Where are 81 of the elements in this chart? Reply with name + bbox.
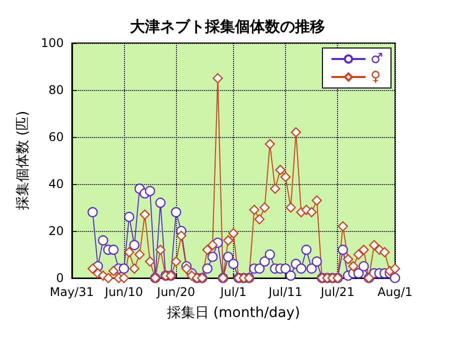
point bbox=[134, 249, 145, 260]
point bbox=[88, 207, 98, 218]
point bbox=[144, 186, 156, 196]
point bbox=[379, 247, 390, 258]
y-tick-label: 100 bbox=[40, 36, 64, 50]
point bbox=[358, 244, 369, 255]
point bbox=[280, 264, 291, 274]
point bbox=[312, 256, 322, 267]
x-tick-label: Jul/1 bbox=[219, 285, 246, 299]
point bbox=[353, 249, 364, 260]
point bbox=[155, 198, 166, 208]
point bbox=[290, 127, 302, 138]
y-tick-label: 60 bbox=[48, 130, 64, 144]
point bbox=[124, 212, 134, 222]
point bbox=[286, 202, 296, 213]
point bbox=[275, 164, 286, 175]
point bbox=[369, 240, 380, 250]
point bbox=[202, 264, 212, 274]
y-tick-label: 40 bbox=[48, 177, 64, 191]
point bbox=[228, 258, 238, 269]
point bbox=[260, 202, 270, 213]
x-tick-label: Jul/21 bbox=[320, 285, 355, 299]
point bbox=[390, 272, 400, 284]
point bbox=[170, 207, 182, 218]
point bbox=[176, 230, 186, 241]
point bbox=[348, 261, 358, 272]
point bbox=[254, 264, 265, 274]
point bbox=[338, 244, 348, 255]
point bbox=[170, 256, 182, 267]
point bbox=[124, 247, 134, 258]
point bbox=[358, 261, 369, 272]
point bbox=[223, 252, 234, 262]
legend-label: ♀ bbox=[370, 69, 381, 85]
point bbox=[301, 244, 312, 255]
x-tick-label: Aug/1 bbox=[377, 285, 413, 299]
point bbox=[118, 272, 130, 284]
x-tick-label: Jul/11 bbox=[268, 285, 302, 299]
point bbox=[108, 244, 119, 255]
point bbox=[108, 266, 119, 276]
legend-label: ♂ bbox=[370, 51, 384, 67]
point bbox=[223, 235, 234, 246]
point bbox=[286, 270, 296, 281]
point bbox=[129, 240, 140, 250]
point bbox=[342, 254, 354, 264]
point bbox=[280, 172, 291, 182]
point bbox=[202, 244, 212, 255]
y-tick-label: 80 bbox=[48, 83, 64, 97]
x-axis-title: 採集日 (month/day) bbox=[166, 305, 300, 321]
y-tick-label: 0 bbox=[56, 271, 64, 285]
point bbox=[306, 264, 317, 274]
chart-title: 大津ネブト採集個体数の推移 bbox=[130, 18, 325, 36]
point bbox=[155, 244, 166, 255]
point bbox=[129, 264, 140, 274]
point bbox=[353, 268, 364, 278]
point bbox=[296, 264, 306, 274]
point bbox=[264, 249, 275, 260]
x-tick-label: May/31 bbox=[50, 285, 94, 299]
point bbox=[140, 209, 150, 220]
point bbox=[254, 214, 265, 224]
point bbox=[312, 195, 322, 206]
point bbox=[118, 264, 130, 274]
point bbox=[306, 207, 317, 218]
point bbox=[207, 240, 218, 250]
point bbox=[264, 138, 275, 150]
point bbox=[98, 235, 108, 246]
point bbox=[338, 221, 348, 232]
point bbox=[181, 264, 192, 274]
x-tick-label: Jun/20 bbox=[156, 285, 196, 299]
point bbox=[144, 256, 156, 267]
x-tick-label: Jun/10 bbox=[104, 285, 143, 299]
point bbox=[249, 204, 260, 215]
point bbox=[212, 73, 223, 84]
point bbox=[260, 256, 270, 267]
y-tick-label: 20 bbox=[48, 224, 64, 238]
point bbox=[270, 184, 280, 194]
point bbox=[390, 264, 400, 274]
point bbox=[207, 252, 218, 262]
point bbox=[88, 264, 98, 274]
point bbox=[103, 272, 114, 284]
y-axis-title: 採集個体数 (匹) bbox=[15, 110, 31, 210]
point bbox=[228, 228, 238, 238]
